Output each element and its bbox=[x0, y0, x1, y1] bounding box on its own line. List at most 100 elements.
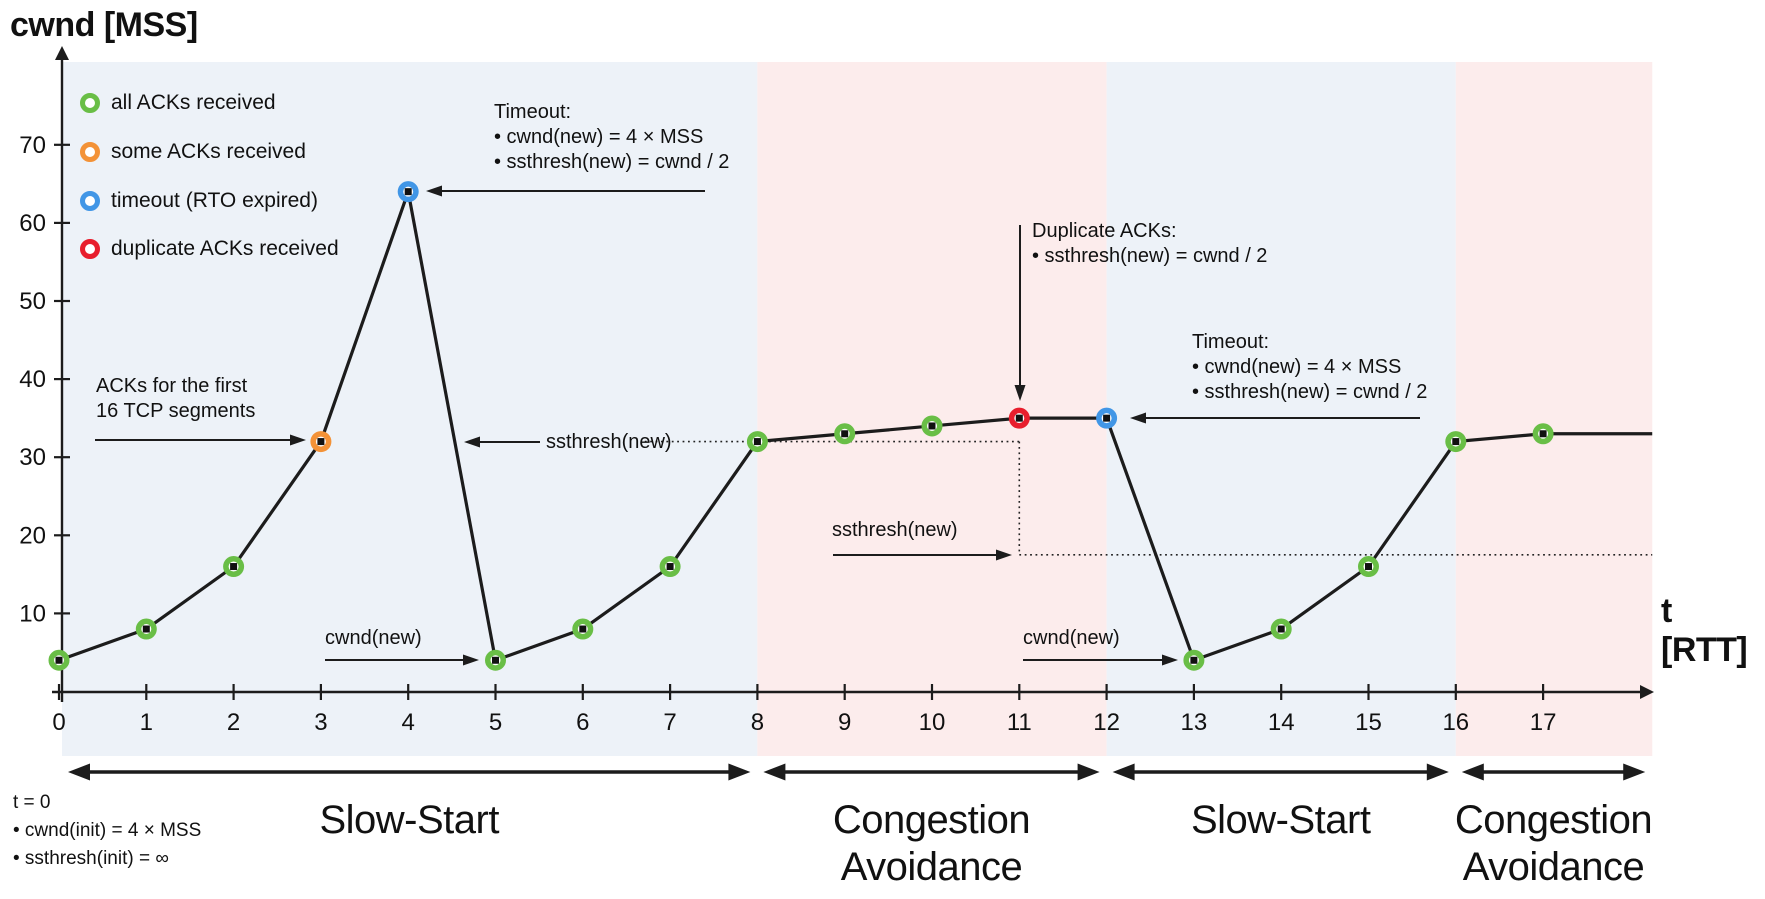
x-tick-label: 15 bbox=[1355, 709, 1382, 736]
phase-arrow-right-head bbox=[1077, 763, 1100, 781]
data-point-marker-t3 bbox=[317, 438, 325, 446]
phase-region-slow-start bbox=[62, 62, 758, 756]
legend-item-duplicate-acks: duplicate ACKs received bbox=[80, 237, 339, 261]
phase-label-slow-start-1: Slow-Start bbox=[319, 798, 499, 842]
annotation-line: 16 TCP segments bbox=[96, 400, 256, 422]
y-tick-label: 30 bbox=[19, 444, 46, 471]
phase-label-congestion-avoidance-2: Congestion Avoidance bbox=[1454, 798, 1653, 889]
label-ssthresh-new-2: ssthresh(new) bbox=[832, 519, 958, 541]
phase-arrow-right-head bbox=[1623, 763, 1646, 781]
timeout-ring-icon bbox=[80, 191, 100, 211]
y-tick-label: 50 bbox=[19, 288, 46, 315]
x-axis-title: t [RTT] bbox=[1661, 592, 1748, 669]
x-tick-label: 2 bbox=[227, 709, 240, 736]
x-tick-label: 11 bbox=[1007, 709, 1032, 736]
x-axis-arrowhead bbox=[1640, 685, 1654, 699]
cwnd-new-arrow-1-head bbox=[463, 654, 479, 666]
data-point-marker-t1 bbox=[142, 625, 150, 633]
data-point-marker-t5 bbox=[492, 656, 499, 664]
data-point-marker-t14 bbox=[1277, 625, 1285, 633]
x-tick-label: 5 bbox=[489, 709, 502, 736]
y-tick-label: 40 bbox=[19, 366, 46, 393]
note-line: • ssthresh(init) = ∞ bbox=[13, 848, 169, 869]
note-line: • cwnd(init) = 4 × MSS bbox=[13, 820, 202, 841]
data-point-marker-t7 bbox=[666, 563, 674, 571]
x-tick-label: 8 bbox=[751, 709, 764, 736]
annotation-line: • cwnd(new) = 4 × MSS bbox=[494, 126, 704, 148]
annotation-timeout-2: Timeout: • cwnd(new) = 4 × MSS • ssthres… bbox=[1192, 330, 1427, 405]
data-point-marker-t0 bbox=[55, 656, 63, 664]
data-point-marker-t12 bbox=[1103, 414, 1111, 422]
ssthresh-arrow-2-head bbox=[996, 549, 1012, 561]
data-point-marker-t2 bbox=[230, 563, 238, 571]
y-tick-label: 10 bbox=[19, 600, 46, 627]
x-tick-label: 3 bbox=[314, 709, 327, 736]
phase-region-slow-start bbox=[1106, 62, 1456, 756]
phase-arrow-left-head bbox=[1461, 763, 1484, 781]
legend-item-some-acks: some ACKs received bbox=[80, 140, 306, 164]
legend-item-all-acks: all ACKs received bbox=[80, 91, 276, 115]
annotation-line: ACKs for the first bbox=[96, 375, 248, 397]
timeout2-arrow-head bbox=[1130, 412, 1146, 424]
label-cwnd-new-1: cwnd(new) bbox=[325, 627, 422, 649]
annotation-line: • ssthresh(new) = cwnd / 2 bbox=[494, 151, 730, 173]
duplicate-acks-ring-icon bbox=[80, 239, 100, 259]
phase-label-congestion-avoidance-1: Congestion Avoidance bbox=[832, 798, 1031, 889]
annotation-line: • ssthresh(new) = cwnd / 2 bbox=[1032, 245, 1268, 267]
data-point-marker-t6 bbox=[579, 625, 587, 633]
data-point-marker-t15 bbox=[1365, 563, 1372, 571]
note-line: t = 0 bbox=[13, 792, 51, 813]
x-tick-label: 10 bbox=[919, 709, 946, 736]
legend-label: some ACKs received bbox=[111, 140, 306, 163]
x-tick-label: 7 bbox=[663, 709, 676, 736]
data-point-marker-t13 bbox=[1190, 656, 1198, 664]
phase-arrow-left-head bbox=[1112, 763, 1135, 781]
y-axis-title: cwnd [MSS] bbox=[10, 6, 198, 44]
phase-arrow-left-head bbox=[68, 763, 90, 781]
data-point-marker-t9 bbox=[841, 430, 849, 438]
phase-arrow-right-head bbox=[728, 763, 751, 781]
x-tick-label: 6 bbox=[576, 709, 589, 736]
some-acks-ring-icon bbox=[80, 142, 100, 162]
x-tick-label: 4 bbox=[402, 709, 415, 736]
annotation-line: • ssthresh(new) = cwnd / 2 bbox=[1192, 381, 1428, 403]
annotation-duplicate-acks: Duplicate ACKs: • ssthresh(new) = cwnd /… bbox=[1032, 219, 1267, 269]
label-ssthresh-new-1: ssthresh(new) bbox=[546, 431, 672, 453]
annotation-line: • cwnd(new) = 4 × MSS bbox=[1192, 356, 1402, 378]
phase-arrow-right-head bbox=[1426, 763, 1449, 781]
duplicate-acks-arrow-head bbox=[1014, 385, 1026, 401]
x-tick-label: 17 bbox=[1530, 709, 1557, 736]
data-point-marker-t17 bbox=[1539, 430, 1547, 438]
x-tick-label: 14 bbox=[1268, 709, 1295, 736]
annotation-timeout-1: Timeout: • cwnd(new) = 4 × MSS • ssthres… bbox=[494, 100, 729, 175]
x-tick-label: 16 bbox=[1442, 709, 1469, 736]
legend-label: duplicate ACKs received bbox=[111, 237, 339, 260]
y-tick-label: 70 bbox=[19, 132, 46, 159]
init-conditions-note: t = 0 • cwnd(init) = 4 × MSS • ssthresh(… bbox=[13, 789, 201, 873]
x-tick-label: 0 bbox=[52, 709, 65, 736]
data-point-marker-t10 bbox=[928, 422, 936, 430]
annotation-title: Timeout: bbox=[1192, 331, 1270, 353]
y-axis-arrowhead bbox=[55, 46, 69, 60]
data-point-marker-t16 bbox=[1452, 438, 1460, 446]
annotation-acks-first-16: ACKs for the first 16 TCP segments bbox=[96, 374, 255, 424]
cwnd-new-arrow-2-head bbox=[1162, 654, 1178, 666]
y-tick-label: 20 bbox=[19, 522, 46, 549]
phase-label-slow-start-2: Slow-Start bbox=[1190, 798, 1371, 842]
x-tick-label: 1 bbox=[140, 709, 153, 736]
annotation-title: Timeout: bbox=[494, 101, 572, 123]
timeout1-arrow-head bbox=[426, 185, 442, 197]
phase-arrow-left-head bbox=[763, 763, 786, 781]
x-tick-label: 12 bbox=[1093, 709, 1120, 736]
ssthresh-arrow-1-head bbox=[464, 436, 480, 448]
acks-first-arrow-head bbox=[290, 434, 306, 446]
label-cwnd-new-2: cwnd(new) bbox=[1023, 627, 1120, 649]
y-tick-label: 60 bbox=[19, 210, 46, 237]
legend-item-timeout: timeout (RTO expired) bbox=[80, 189, 318, 213]
data-point-marker-t4 bbox=[404, 188, 412, 196]
data-point-marker-t8 bbox=[753, 438, 761, 446]
data-point-marker-t11 bbox=[1015, 414, 1023, 422]
x-tick-label: 9 bbox=[838, 709, 851, 736]
